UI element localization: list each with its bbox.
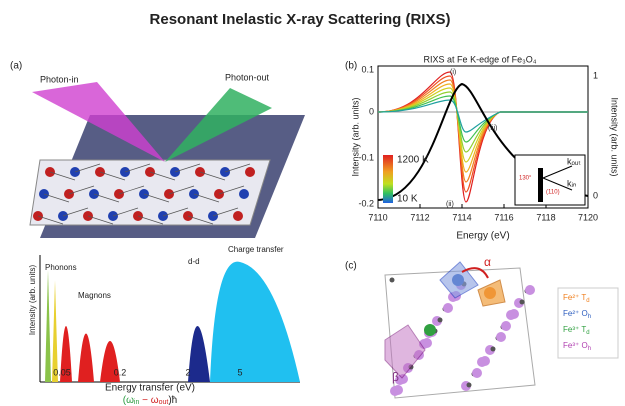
inset-label: kᵢₙ bbox=[567, 178, 577, 188]
peak-label: Charge transfer bbox=[228, 245, 284, 254]
atom bbox=[525, 285, 535, 295]
panel-label: (b) bbox=[345, 61, 357, 72]
x-label: Energy transfer (eV) bbox=[105, 383, 195, 394]
x-ticks: 7110 7112 7114 7116 7118 7120 bbox=[368, 204, 598, 222]
atom bbox=[467, 383, 472, 388]
peak-label: Phonons bbox=[45, 263, 77, 272]
curve-label: (ii) bbox=[446, 201, 454, 208]
legend-sub: d bbox=[586, 298, 589, 304]
atom bbox=[520, 300, 525, 305]
atom bbox=[393, 385, 403, 395]
y-tick-label: -0.2 bbox=[358, 198, 374, 208]
legend-entry: Fe³⁺ Td bbox=[563, 325, 590, 335]
photon-in-label: Photon-in bbox=[40, 74, 79, 84]
x-tick-label: 7112 bbox=[410, 212, 429, 222]
atom bbox=[472, 368, 482, 378]
x-tick-label: 7116 bbox=[494, 212, 513, 222]
plot-title: RIXS at Fe K-edge of Fe₃O₄ bbox=[424, 54, 537, 64]
atom bbox=[496, 332, 506, 342]
y-tick-label: 0.1 bbox=[361, 64, 374, 74]
peak-label: Magnons bbox=[78, 291, 111, 300]
formula-part: (ω bbox=[123, 395, 134, 406]
atom bbox=[422, 338, 432, 348]
formula-part: − ω bbox=[139, 395, 158, 406]
panel-label: (a) bbox=[10, 61, 22, 72]
legend-entry: Fe²⁺ Oh bbox=[563, 309, 591, 319]
x-tick-label: 7114 bbox=[452, 212, 471, 222]
colorbar bbox=[383, 155, 393, 203]
y2-label: Intensity (arb. units) bbox=[610, 97, 620, 176]
y-tick-label: 0 bbox=[369, 106, 374, 116]
inset-label: 130° bbox=[519, 176, 532, 182]
legend-sub: h bbox=[588, 314, 591, 320]
x-label: Energy (eV) bbox=[456, 231, 509, 242]
panel-label: (c) bbox=[345, 261, 357, 272]
peak bbox=[45, 270, 51, 382]
polyhedron bbox=[478, 280, 505, 306]
peak bbox=[78, 334, 94, 383]
peak bbox=[188, 326, 210, 382]
x-tick-label: 2 bbox=[185, 367, 190, 377]
peak-label: d-d bbox=[188, 257, 200, 266]
title: Resonant Inelastic X-ray Scattering (RIX… bbox=[150, 11, 451, 28]
x-tick-label: 5 bbox=[237, 367, 242, 377]
figure: Resonant Inelastic X-ray Scattering (RIX… bbox=[0, 0, 625, 406]
inset-crystal bbox=[538, 168, 543, 202]
formula-part: out bbox=[159, 399, 169, 406]
curve-label: (i) bbox=[450, 69, 456, 76]
atom bbox=[390, 278, 395, 283]
alpha-label: α bbox=[484, 255, 491, 269]
y2-tick-label: 1 bbox=[593, 70, 598, 80]
legend-ion: Fe²⁺ bbox=[563, 309, 581, 318]
fe-atom bbox=[424, 324, 436, 336]
atom bbox=[509, 309, 519, 319]
x-tick-label: 7118 bbox=[536, 212, 555, 222]
x-tick-label: 7110 bbox=[368, 212, 387, 222]
atom bbox=[480, 356, 490, 366]
legend-sub: h bbox=[588, 346, 591, 352]
polyhedron bbox=[385, 325, 425, 378]
formula-part: )ħ bbox=[168, 395, 177, 406]
peak bbox=[210, 262, 300, 382]
x-tick-label: 7120 bbox=[578, 212, 598, 222]
legend-entry: Fe³⁺ Oh bbox=[563, 341, 591, 351]
colorbar-label: 1200 K bbox=[397, 155, 429, 166]
photon-out-label: Photon-out bbox=[225, 72, 270, 82]
x-tick-label: 0.05 bbox=[53, 367, 71, 377]
spectrum-curve bbox=[378, 88, 588, 162]
legend-ion: Fe²⁺ bbox=[563, 293, 581, 302]
atom bbox=[239, 189, 249, 199]
atom bbox=[501, 321, 511, 331]
atom bbox=[443, 303, 453, 313]
colorbar-label: 10 K bbox=[397, 194, 418, 205]
x-tick-label: 0.2 bbox=[114, 367, 127, 377]
y-label: Intensity (arb. units) bbox=[350, 97, 360, 176]
inset-label: (110) bbox=[546, 190, 560, 196]
y-label: Intensity (arb. units) bbox=[28, 265, 37, 336]
beta-label: β bbox=[392, 370, 399, 384]
atom bbox=[438, 318, 443, 323]
y2-tick-label: 0 bbox=[593, 190, 598, 200]
inset-label: kₒᵤₜ bbox=[567, 156, 581, 166]
legend-ion: Fe³⁺ bbox=[563, 341, 581, 350]
atom bbox=[491, 347, 496, 352]
y-tick-label: -0.1 bbox=[358, 152, 374, 162]
legend-ion: Fe³⁺ bbox=[563, 325, 581, 334]
atom bbox=[245, 167, 255, 177]
formula: (ωin − ωout)ħ bbox=[123, 395, 177, 406]
curve-label: (iii) bbox=[488, 125, 497, 132]
legend-entry: Fe²⁺ Td bbox=[563, 293, 590, 303]
atom bbox=[233, 211, 243, 221]
legend-sub: d bbox=[586, 330, 589, 336]
